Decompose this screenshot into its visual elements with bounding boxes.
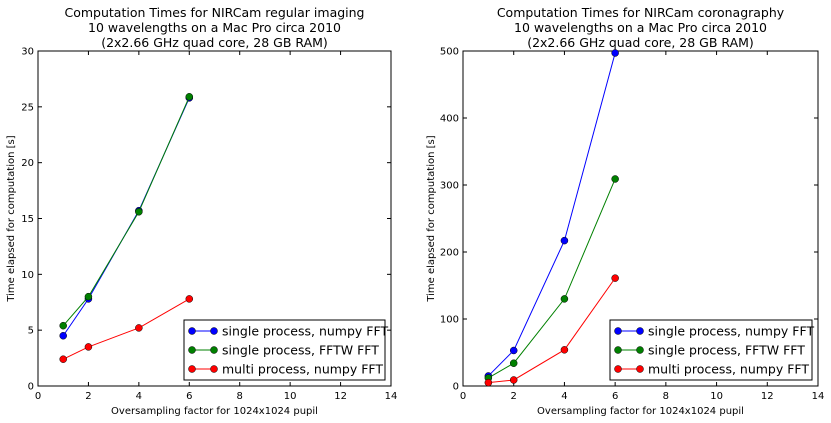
x-tick-label: 14: [812, 391, 825, 402]
x-tick-label: 8: [663, 391, 669, 402]
series-2: [59, 93, 194, 330]
data-point: [509, 376, 518, 384]
x-tick-label: 0: [460, 391, 466, 402]
x-tick-label: 12: [334, 391, 347, 402]
legend-label: single process, FFTW FFT: [222, 343, 379, 358]
series-line: [488, 178, 616, 379]
series-3: [484, 274, 619, 387]
x-tick-label: 0: [35, 391, 41, 402]
legend-marker: [210, 346, 218, 354]
legend: single process, numpy FFT single process,…: [183, 319, 388, 381]
data-point: [560, 346, 569, 354]
x-tick-label: 4: [561, 391, 567, 402]
legend-marker: [614, 327, 622, 335]
x-tick-label: 12: [761, 391, 774, 402]
series-line: [488, 52, 616, 377]
y-tick-label: 20: [21, 158, 34, 169]
data-point: [59, 332, 67, 340]
legend-marker: [188, 327, 196, 335]
legend-marker: [636, 365, 644, 373]
chart-title-line: 10 wavelengths on a Mac Pro circa 2010: [514, 20, 767, 35]
data-point: [84, 292, 93, 301]
x-tick-label: 8: [237, 391, 243, 402]
legend: single process, numpy FFT single process,…: [609, 319, 814, 381]
x-tick-label: 10: [710, 391, 723, 402]
x-axis-label: Oversampling factor for 1024x1024 pupil: [111, 406, 318, 417]
series-line: [488, 277, 616, 384]
data-point: [560, 236, 569, 245]
y-tick-label: 15: [21, 214, 34, 225]
series-1: [484, 49, 619, 380]
data-point: [185, 295, 194, 303]
data-point: [611, 175, 619, 183]
x-tick-label: 10: [284, 391, 297, 402]
data-point: [611, 274, 619, 282]
series-line: [62, 298, 190, 360]
x-tick-label: 2: [85, 391, 91, 402]
chart-1: Computation Times for NIRCam regular ima…: [6, 5, 397, 417]
chart-title-line: (2x2.66 GHz quad core, 28 GB RAM): [101, 35, 328, 50]
series-line: [62, 96, 190, 327]
legend-marker: [614, 365, 622, 373]
data-point: [484, 378, 493, 387]
y-tick-label: 300: [440, 181, 459, 192]
y-tick-label: 10: [21, 270, 34, 281]
x-tick-label: 6: [186, 391, 192, 402]
chart-title-line: Computation Times for NIRCam regular ima…: [65, 5, 365, 20]
data-point: [84, 343, 93, 351]
plot-frame: [462, 50, 819, 387]
chart-2: Computation Times for NIRCam coronagraph…: [426, 5, 824, 417]
series-3: [59, 295, 194, 363]
x-tick-label: 6: [612, 391, 618, 402]
legend-label: single process, numpy FFT: [648, 324, 814, 339]
data-point: [509, 346, 518, 355]
series-2: [484, 175, 619, 382]
legend-label: multi process, numpy FFT: [648, 362, 809, 377]
chart-title-line: Computation Times for NIRCam coronagraph…: [497, 5, 785, 20]
y-tick-label: 100: [440, 315, 459, 326]
data-point: [135, 324, 143, 332]
data-point: [135, 208, 143, 216]
series-1: [59, 94, 194, 340]
legend-marker: [636, 346, 644, 354]
legend-marker: [188, 346, 196, 354]
data-point: [611, 49, 619, 57]
legend-marker: [188, 365, 196, 373]
data-point: [509, 359, 518, 367]
y-tick-label: 400: [440, 114, 459, 125]
y-tick-label: 5: [28, 326, 34, 337]
data-point: [59, 355, 67, 363]
legend-marker: [614, 346, 622, 354]
y-tick-label: 0: [453, 382, 459, 393]
chart-title-line: 10 wavelengths on a Mac Pro circa 2010: [88, 20, 341, 35]
legend-marker: [636, 327, 644, 335]
y-axis-label: Time elapsed for computation [s]: [6, 135, 17, 302]
x-tick-label: 14: [385, 391, 398, 402]
y-tick-label: 0: [28, 382, 34, 393]
legend-marker: [210, 365, 218, 373]
series-line: [62, 97, 190, 337]
x-tick-label: 2: [511, 391, 517, 402]
legend-label: multi process, numpy FFT: [222, 362, 383, 377]
chart-title-line: (2x2.66 GHz quad core, 28 GB RAM): [527, 35, 754, 50]
y-tick-label: 30: [21, 47, 34, 58]
legend-label: single process, numpy FFT: [222, 324, 388, 339]
y-axis-label: Time elapsed for computation [s]: [426, 135, 437, 302]
data-point: [59, 321, 67, 330]
data-point: [560, 295, 569, 303]
data-point: [185, 93, 194, 101]
legend-label: single process, FFTW FFT: [648, 343, 805, 358]
y-tick-label: 25: [21, 102, 34, 113]
x-tick-label: 4: [136, 391, 142, 402]
legend-marker: [210, 327, 218, 335]
y-tick-label: 200: [440, 248, 459, 259]
x-axis-label: Oversampling factor for 1024x1024 pupil: [537, 406, 744, 417]
y-tick-label: 500: [440, 47, 459, 58]
